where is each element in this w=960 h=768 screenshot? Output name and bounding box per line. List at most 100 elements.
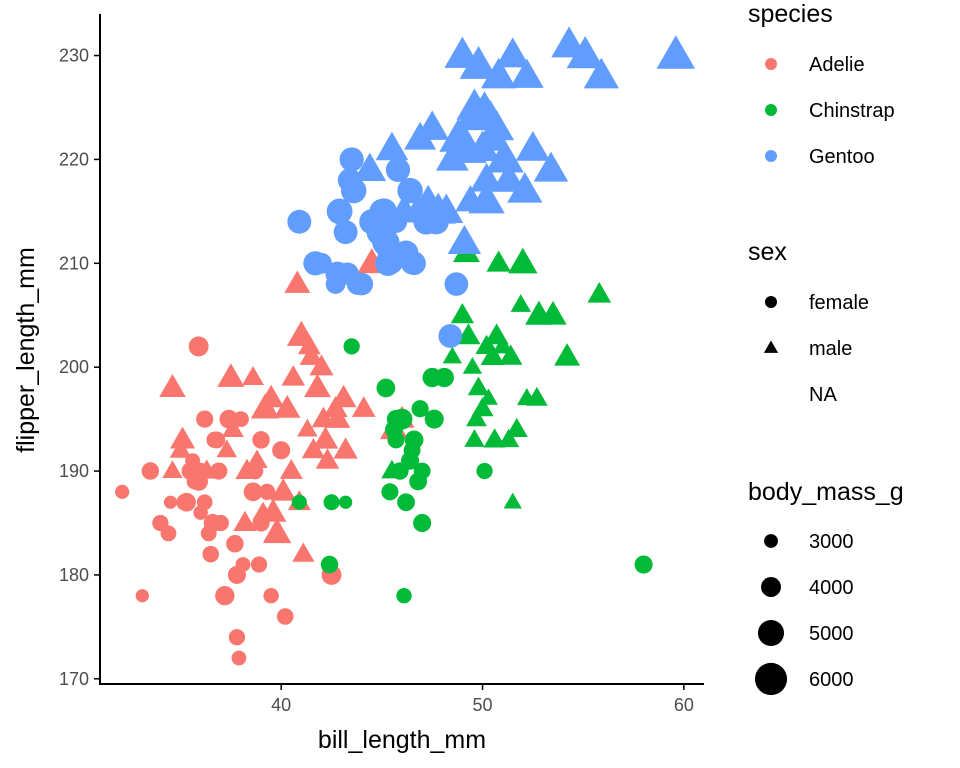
- point-adelie-35: [231, 650, 247, 666]
- point-chinstrap-12: [396, 588, 412, 604]
- point-gentoo-5: [326, 198, 353, 225]
- point-chinstrap-28: [467, 376, 490, 396]
- legend-sex: sex female male NA: [748, 238, 869, 406]
- point-gentoo-52: [485, 139, 524, 173]
- axes: 170 180 190 200 210 220 230 40 50 60: [59, 14, 704, 715]
- point-adelie-83: [219, 409, 239, 429]
- legend-species-label-adelie: Adelie: [809, 54, 865, 76]
- point-adelie-30: [217, 363, 245, 387]
- legend-sex-key-male: [763, 340, 779, 353]
- point-adelie-57: [284, 270, 311, 293]
- point-gentoo-53: [491, 162, 526, 192]
- point-chinstrap-1: [320, 555, 339, 574]
- point-adelie-79: [272, 441, 291, 460]
- point-adelie-11: [177, 492, 196, 512]
- point-adelie-74: [333, 437, 358, 459]
- point-chinstrap-41: [505, 417, 528, 438]
- point-adelie-0: [115, 484, 130, 499]
- point-gentoo-62: [656, 35, 696, 69]
- point-chinstrap-25: [456, 323, 481, 345]
- point-chinstrap-11: [391, 408, 413, 430]
- point-adelie-42: [243, 482, 263, 502]
- legend-size-key-5000: [757, 619, 785, 647]
- points-layer: [115, 26, 696, 666]
- point-gentoo-55: [507, 172, 543, 203]
- point-chinstrap-48: [554, 343, 581, 366]
- point-adelie-81: [258, 384, 285, 408]
- point-chinstrap-54: [464, 429, 485, 447]
- point-chinstrap-49: [587, 281, 612, 303]
- point-gentoo-23: [385, 157, 411, 182]
- legend-size-key-3000: [764, 534, 778, 548]
- point-adelie-1: [135, 589, 149, 603]
- point-chinstrap-30: [476, 462, 493, 480]
- point-adelie-73: [330, 384, 357, 408]
- point-chinstrap-3: [339, 495, 353, 509]
- legend-size-key-6000: [754, 662, 788, 696]
- point-chinstrap-34: [483, 428, 506, 448]
- point-adelie-37: [235, 557, 251, 572]
- legend-size-label-4000: 4000: [809, 577, 854, 599]
- legend-sex-title: sex: [748, 238, 787, 266]
- x-tick-label: 50: [473, 695, 493, 715]
- legend-size-label-3000: 3000: [809, 531, 854, 553]
- point-chinstrap-18: [413, 513, 432, 533]
- point-gentoo-60: [566, 36, 604, 69]
- point-gentoo-65: [420, 192, 457, 224]
- point-adelie-56: [281, 365, 306, 386]
- point-gentoo-57: [515, 131, 550, 161]
- point-adelie-60: [292, 542, 315, 562]
- x-tick-label: 60: [674, 695, 694, 715]
- y-tick-label: 190: [59, 461, 89, 481]
- point-adelie-50: [259, 498, 287, 522]
- point-adelie-69: [315, 448, 340, 469]
- y-axis-title: flipper_length_mm: [12, 247, 40, 453]
- point-adelie-41: [242, 366, 264, 386]
- point-adelie-78: [252, 431, 270, 449]
- point-gentoo-9: [339, 147, 364, 172]
- point-gentoo-6: [333, 220, 358, 245]
- point-chinstrap-20: [424, 409, 444, 429]
- point-adelie-29: [216, 439, 238, 458]
- point-chinstrap-33: [480, 344, 505, 366]
- point-adelie-62: [297, 334, 321, 355]
- point-chinstrap-53: [413, 462, 431, 480]
- point-chinstrap-5: [376, 378, 396, 398]
- point-chinstrap-37: [492, 335, 513, 354]
- legend-species-title: species: [748, 0, 833, 28]
- point-adelie-68: [312, 426, 339, 449]
- point-chinstrap-21: [434, 367, 454, 388]
- point-adelie-5: [163, 495, 178, 509]
- point-adelie-18: [188, 336, 209, 357]
- legend-size-label-6000: 6000: [809, 669, 854, 691]
- y-tick-label: 210: [59, 253, 89, 273]
- point-chinstrap-50: [634, 555, 653, 574]
- point-adelie-33: [228, 629, 246, 646]
- point-gentoo-64: [404, 121, 437, 150]
- point-gentoo-13: [353, 152, 387, 182]
- point-adelie-38: [233, 510, 257, 531]
- point-adelie-49: [263, 588, 279, 604]
- point-chinstrap-47: [539, 300, 567, 325]
- point-gentoo-28: [402, 251, 426, 276]
- point-adelie-26: [208, 431, 226, 449]
- point-adelie-80: [250, 556, 268, 573]
- point-adelie-84: [210, 462, 228, 480]
- point-gentoo-12: [350, 272, 374, 296]
- y-tick-label: 220: [59, 149, 89, 169]
- point-adelie-4: [160, 525, 177, 542]
- legend-sex-label-female: female: [809, 292, 869, 314]
- point-chinstrap-39: [499, 344, 523, 365]
- legend-species-key-adelie: [765, 58, 777, 70]
- point-gentoo-54: [495, 37, 531, 68]
- point-adelie-53: [270, 478, 297, 501]
- point-gentoo-61: [583, 57, 619, 89]
- point-gentoo-37: [444, 272, 469, 296]
- point-chinstrap-52: [411, 400, 429, 418]
- legend-species-label-gentoo: Gentoo: [809, 146, 875, 168]
- point-adelie-54: [276, 608, 294, 625]
- legend-sex-key-female: [765, 296, 777, 308]
- point-gentoo-47: [470, 162, 504, 192]
- point-chinstrap-32: [479, 388, 498, 405]
